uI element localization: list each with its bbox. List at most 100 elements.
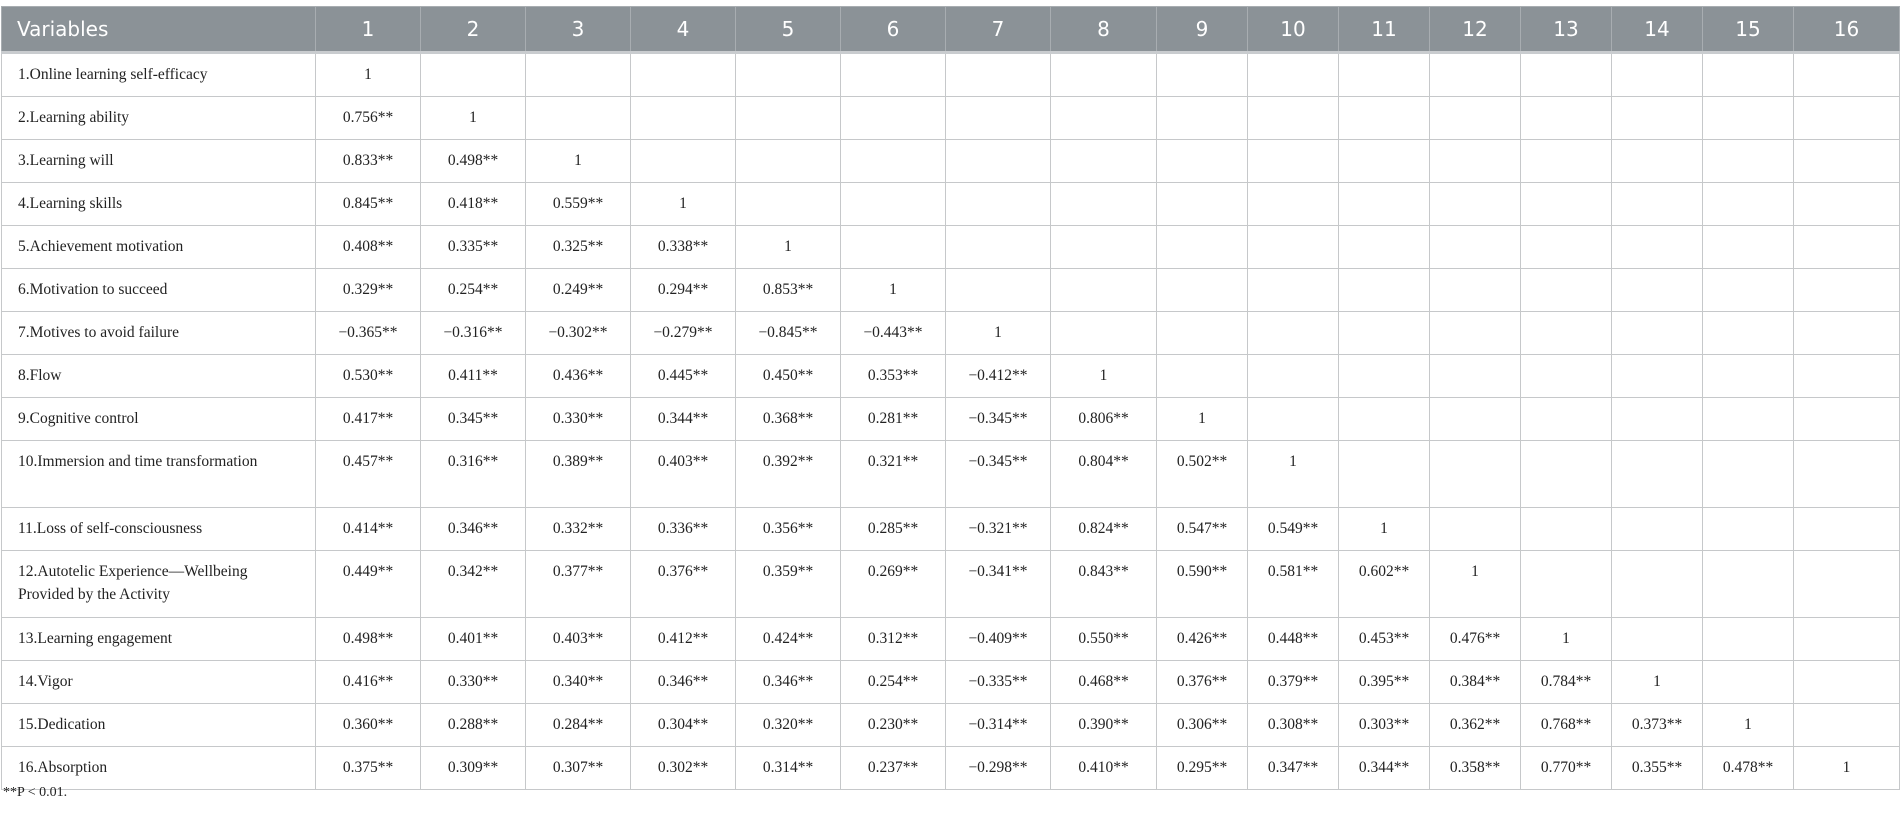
empty-cell <box>945 52 1051 97</box>
empty-cell <box>1156 311 1248 355</box>
empty-cell <box>840 225 946 269</box>
correlation-cell: 1 <box>1429 550 1521 618</box>
correlation-cell: 0.403** <box>630 440 736 508</box>
empty-cell <box>735 182 841 226</box>
correlation-cell: −0.335** <box>945 660 1051 704</box>
empty-cell <box>630 139 736 183</box>
empty-cell <box>1793 182 1900 226</box>
correlation-cell: 0.412** <box>630 617 736 661</box>
correlation-table: Variables 1 2 3 4 5 6 7 8 9 10 11 12 13 14 15 16 1.Onlin… <box>1 6 1900 790</box>
correlation-cell: 0.806** <box>1050 397 1157 441</box>
correlation-cell: 0.408** <box>315 225 421 269</box>
empty-cell <box>1247 311 1339 355</box>
empty-cell <box>1050 182 1157 226</box>
correlation-cell: 0.376** <box>630 550 736 618</box>
empty-cell <box>1793 354 1900 398</box>
correlation-cell: 0.330** <box>525 397 631 441</box>
empty-cell <box>1793 703 1900 747</box>
empty-cell <box>1247 52 1339 97</box>
table-row: 13.Learning engagement 0.498** 0.401** 0.40… <box>1 617 1900 661</box>
correlation-cell: 0.302** <box>630 746 736 790</box>
header-col-10: 10 <box>1247 6 1339 54</box>
correlation-cell: 0.468** <box>1050 660 1157 704</box>
empty-cell <box>735 139 841 183</box>
correlation-cell: 0.756** <box>315 96 421 140</box>
correlation-cell: 0.355** <box>1611 746 1703 790</box>
correlation-cell: 0.306** <box>1156 703 1248 747</box>
empty-cell <box>1702 550 1794 618</box>
empty-cell <box>1520 311 1612 355</box>
empty-cell <box>1702 354 1794 398</box>
header-col-6: 6 <box>840 6 946 54</box>
correlation-cell: 0.254** <box>420 268 526 312</box>
empty-cell <box>1611 397 1703 441</box>
correlation-cell: 0.336** <box>630 507 736 551</box>
correlation-cell: 0.414** <box>315 507 421 551</box>
correlation-cell: 0.344** <box>630 397 736 441</box>
correlation-cell: 0.308** <box>1247 703 1339 747</box>
empty-cell <box>1247 139 1339 183</box>
empty-cell <box>1611 507 1703 551</box>
correlation-cell: 0.824** <box>1050 507 1157 551</box>
row-label: 3.Learning will <box>1 139 316 183</box>
header-col-8: 8 <box>1050 6 1157 54</box>
correlation-cell: 0.281** <box>840 397 946 441</box>
correlation-cell: 1 <box>630 182 736 226</box>
empty-cell <box>1050 311 1157 355</box>
correlation-cell: 1 <box>1611 660 1703 704</box>
header-col-11: 11 <box>1338 6 1430 54</box>
correlation-cell: 0.329** <box>315 268 421 312</box>
correlation-cell: 0.358** <box>1429 746 1521 790</box>
table-row: 16.Absorption 0.375** 0.309** 0.307** 0.302*… <box>1 746 1900 790</box>
empty-cell <box>1793 397 1900 441</box>
correlation-cell: 0.550** <box>1050 617 1157 661</box>
correlation-cell: 0.436** <box>525 354 631 398</box>
empty-cell <box>1611 550 1703 618</box>
correlation-cell: 0.347** <box>1247 746 1339 790</box>
empty-cell <box>1702 311 1794 355</box>
table-row: 4.Learning skills 0.845** 0.418** 0.559** 1 <box>1 182 1900 226</box>
row-label: 16.Absorption <box>1 746 316 790</box>
header-col-13: 13 <box>1520 6 1612 54</box>
empty-cell <box>1429 182 1521 226</box>
header-col-3: 3 <box>525 6 631 54</box>
empty-cell <box>1793 660 1900 704</box>
empty-cell <box>1520 268 1612 312</box>
empty-cell <box>1429 507 1521 551</box>
correlation-cell: 0.346** <box>420 507 526 551</box>
empty-cell <box>1247 354 1339 398</box>
empty-cell <box>1338 225 1430 269</box>
correlation-cell: 0.288** <box>420 703 526 747</box>
empty-cell <box>1611 311 1703 355</box>
correlation-cell: 0.559** <box>525 182 631 226</box>
correlation-cell: 0.549** <box>1247 507 1339 551</box>
empty-cell <box>1702 397 1794 441</box>
correlation-cell: 0.285** <box>840 507 946 551</box>
empty-cell <box>945 268 1051 312</box>
empty-cell <box>1156 96 1248 140</box>
table-row: 7.Motives to avoid failure −0.365** −0.316… <box>1 311 1900 355</box>
empty-cell <box>735 96 841 140</box>
header-col-2: 2 <box>420 6 526 54</box>
correlation-cell: 0.784** <box>1520 660 1612 704</box>
empty-cell <box>1611 268 1703 312</box>
empty-cell <box>1793 507 1900 551</box>
correlation-cell: −0.279** <box>630 311 736 355</box>
empty-cell <box>630 52 736 97</box>
correlation-cell: 0.498** <box>315 617 421 661</box>
empty-cell <box>1520 182 1612 226</box>
empty-cell <box>1050 225 1157 269</box>
empty-cell <box>1247 182 1339 226</box>
header-variables: Variables <box>1 6 316 54</box>
empty-cell <box>1520 52 1612 97</box>
empty-cell <box>1156 225 1248 269</box>
correlation-cell: 0.389** <box>525 440 631 508</box>
empty-cell <box>1520 507 1612 551</box>
empty-cell <box>1520 440 1612 508</box>
empty-cell <box>1793 96 1900 140</box>
correlation-cell: 0.353** <box>840 354 946 398</box>
header-col-16: 16 <box>1793 6 1900 54</box>
correlation-cell: 0.314** <box>735 746 841 790</box>
empty-cell <box>1793 440 1900 508</box>
table-row: 14.Vigor 0.416** 0.330** 0.340** 0.346** 0.34… <box>1 660 1900 704</box>
